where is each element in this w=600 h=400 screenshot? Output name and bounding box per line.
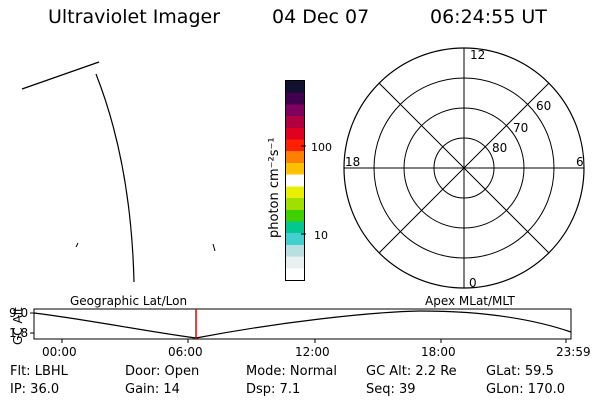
altitude-curve — [33, 310, 572, 339]
timeline-tick-1200: 12:00 — [295, 345, 330, 359]
polar-diagonal — [378, 82, 550, 254]
timeline-tick-0600: 06:00 — [168, 345, 203, 359]
coast-fragment — [212, 243, 216, 252]
door-readout: Door: Open — [125, 364, 200, 379]
mlt-label-18: 18 — [345, 155, 360, 169]
timeline-y-bottom: 1.8 — [9, 326, 28, 340]
app-title: Ultraviolet Imager — [48, 6, 221, 28]
gain-readout: Gain: 14 — [125, 382, 180, 397]
colorbar-tick-10: 10 — [314, 229, 328, 242]
timeline-tick-2359: 23:59 — [556, 345, 591, 359]
coast-fragment — [75, 242, 79, 248]
limb-curve — [95, 73, 135, 283]
timeline-axis-title: GC Alt — [11, 307, 25, 345]
time-readout: 06:24:55 UT — [430, 6, 547, 28]
mlt-label-0: 0 — [469, 276, 477, 290]
seq-readout: Seq: 39 — [366, 382, 416, 397]
apex-coords-label: Apex MLat/MLT — [425, 294, 515, 308]
mlat-label-70: 70 — [513, 121, 528, 135]
colorbar-tick-100: 100 — [311, 141, 332, 154]
date-readout: 04 Dec 07 — [272, 6, 370, 28]
glat-readout: GLat: 59.5 — [486, 364, 554, 379]
coast-line-segment — [21, 61, 100, 90]
colorbar-unit-label: photon cm⁻²s⁻¹ — [267, 137, 282, 238]
geographic-coords-label: Geographic Lat/Lon — [70, 294, 188, 308]
timeline-frame — [33, 308, 572, 340]
mode-readout: Mode: Normal — [246, 364, 337, 379]
gc-alt-readout: GC Alt: 2.2 Re — [366, 364, 457, 379]
timeline-tick-0000: 00:00 — [42, 345, 77, 359]
dsp-readout: Dsp: 7.1 — [246, 382, 301, 397]
color-scale-bar — [285, 80, 305, 281]
glon-readout: GLon: 170.0 — [486, 382, 566, 397]
timeline-tick-1800: 18:00 — [421, 345, 456, 359]
timeline-y-top: 9.0 — [9, 306, 28, 320]
ip-readout: IP: 36.0 — [10, 382, 60, 397]
mlat-label-80: 80 — [492, 141, 507, 155]
mlt-label-6: 6 — [576, 155, 584, 169]
mlat-label-60: 60 — [536, 99, 551, 113]
mlt-label-12: 12 — [470, 48, 485, 62]
filter-readout: Flt: LBHL — [10, 364, 68, 379]
